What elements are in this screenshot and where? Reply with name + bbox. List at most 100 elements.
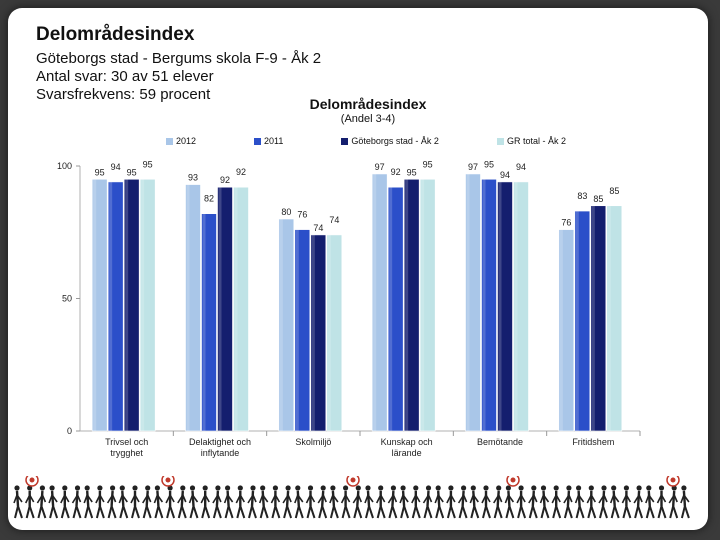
data-label: 97 — [375, 162, 385, 172]
target-icon — [25, 476, 39, 487]
data-label: 92 — [220, 175, 230, 185]
bar-highlight — [389, 187, 393, 431]
bar-highlight — [466, 173, 470, 431]
walking-person-icon — [411, 485, 421, 519]
data-label: 95 — [143, 159, 153, 169]
target-icon — [506, 476, 520, 487]
bar-highlight — [311, 234, 315, 431]
target-icon — [161, 476, 175, 487]
walking-person-icon — [165, 485, 176, 519]
bar-highlight — [607, 205, 611, 431]
data-label: 92 — [236, 167, 246, 177]
walking-person-icon — [340, 485, 351, 519]
legend-swatch-2011 — [254, 137, 262, 145]
walking-person-icon — [36, 485, 47, 519]
data-label: 95 — [423, 159, 433, 169]
legend-swatch-goteborg — [341, 137, 349, 145]
legend-item-2012: 2012 — [166, 134, 196, 148]
walking-person-icon — [375, 485, 386, 519]
legend-label-2011: 2011 — [264, 136, 284, 146]
legend-item-gr-total: GR total - Åk 2 — [496, 134, 566, 148]
x-tick-label: Fritidshem — [572, 437, 614, 447]
bar-highlight — [202, 213, 206, 431]
data-label: 93 — [188, 173, 198, 183]
x-tick-label: lärande — [392, 448, 422, 458]
x-tick-label: inflytande — [201, 448, 240, 458]
walking-person-icon — [83, 485, 94, 519]
bar-highlight — [141, 179, 145, 431]
data-label: 76 — [561, 218, 571, 228]
data-label: 94 — [516, 162, 526, 172]
bar-highlight — [327, 234, 331, 431]
bar-highlight — [373, 173, 377, 431]
data-label: 95 — [127, 167, 137, 177]
walking-person-icon — [106, 485, 117, 519]
subtitle-response-rate: Svarsfrekvens: 59 procent — [36, 86, 211, 103]
data-label: 83 — [577, 191, 587, 201]
legend-label-2012: 2012 — [176, 136, 197, 146]
bar-highlight — [498, 181, 502, 431]
bar-highlight — [405, 179, 409, 431]
walking-person-icon — [352, 485, 363, 519]
x-tick-label: Kunskap och — [381, 437, 433, 447]
walking-people-decoration — [13, 476, 690, 519]
bar-highlight — [109, 181, 113, 431]
bar — [465, 173, 481, 432]
walking-person-icon — [235, 485, 246, 519]
bar — [371, 173, 388, 432]
walking-person-icon — [493, 485, 503, 519]
data-label: 92 — [391, 167, 401, 177]
bar-highlight — [279, 219, 283, 431]
bar-highlight — [234, 187, 238, 431]
data-label: 74 — [329, 215, 339, 225]
y-tick-label: 50 — [62, 294, 72, 304]
walking-person-icon — [200, 485, 211, 519]
walking-person-icon — [528, 485, 538, 519]
legend-item-2011: 2011 — [254, 134, 283, 148]
legend-swatch-2012 — [166, 137, 173, 145]
slide: Delområdesindex Göteborgs stad - Bergums… — [8, 8, 708, 530]
walking-person-icon — [153, 485, 164, 519]
walking-person-icon — [680, 485, 690, 519]
legend-item-goteborg: Göteborgs stad - Åk 2 — [341, 134, 439, 148]
slide-title: Delområdesindex — [36, 24, 195, 45]
data-label: 80 — [281, 207, 291, 217]
legend-label-gr-total: GR total - Åk 2 — [506, 136, 566, 146]
bar — [310, 234, 327, 432]
walking-person-icon — [598, 485, 608, 519]
data-label: 85 — [609, 186, 619, 196]
target-icon — [346, 476, 360, 487]
data-label: 97 — [468, 162, 478, 172]
bar — [558, 229, 575, 432]
footer-people-strip — [13, 476, 690, 519]
walking-person-icon — [469, 485, 480, 519]
chart-subtitle: (Andel 3-4) — [340, 113, 396, 125]
walking-person-icon — [422, 485, 433, 519]
bar — [278, 218, 295, 432]
walking-person-icon — [270, 485, 281, 519]
walking-person-icon — [609, 485, 620, 519]
x-tick-label: Bemötande — [477, 437, 523, 447]
data-label: 76 — [297, 210, 307, 220]
bar — [107, 181, 124, 432]
walking-person-icon — [457, 485, 468, 519]
bar — [574, 210, 591, 432]
bar-highlight — [559, 229, 563, 431]
walking-person-icon — [71, 485, 82, 519]
bar-highlight — [575, 211, 579, 431]
bar — [419, 178, 436, 432]
bar-highlight — [186, 184, 190, 431]
data-label: 95 — [484, 159, 494, 169]
legend-label-goteborg: Göteborgs stad - Åk 2 — [351, 136, 439, 146]
x-tick-label: trygghet — [110, 448, 143, 458]
bar — [326, 234, 343, 432]
target-icon — [666, 476, 680, 487]
x-tick-label: Trivsel och — [105, 437, 148, 447]
walking-person-icon — [551, 485, 562, 519]
walking-person-icon — [95, 485, 105, 519]
bar — [403, 178, 420, 432]
data-label: 95 — [95, 167, 105, 177]
data-label: 74 — [313, 223, 323, 233]
data-label: 85 — [593, 194, 603, 204]
